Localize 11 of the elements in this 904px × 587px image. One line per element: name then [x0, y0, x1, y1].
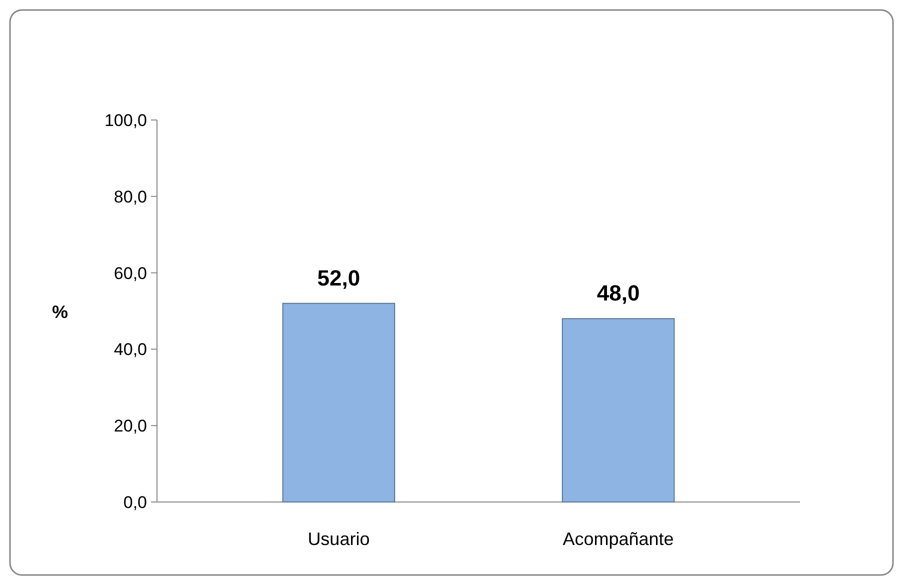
y-tick-label: 20,0 [114, 416, 147, 436]
y-tick-label: 60,0 [114, 264, 147, 283]
y-tick-label: 40,0 [114, 340, 147, 360]
x-tick-label: Usuario [308, 529, 370, 549]
data-label: 52,0 [317, 265, 360, 290]
x-tick-label: Acompañante [562, 529, 674, 549]
y-tick-label: 0,0 [123, 492, 147, 512]
y-axis-title: % [52, 302, 68, 322]
data-label: 48,0 [596, 280, 640, 306]
y-tick-label: 100,0 [104, 110, 147, 130]
y-tick-label: 80,0 [114, 187, 147, 206]
